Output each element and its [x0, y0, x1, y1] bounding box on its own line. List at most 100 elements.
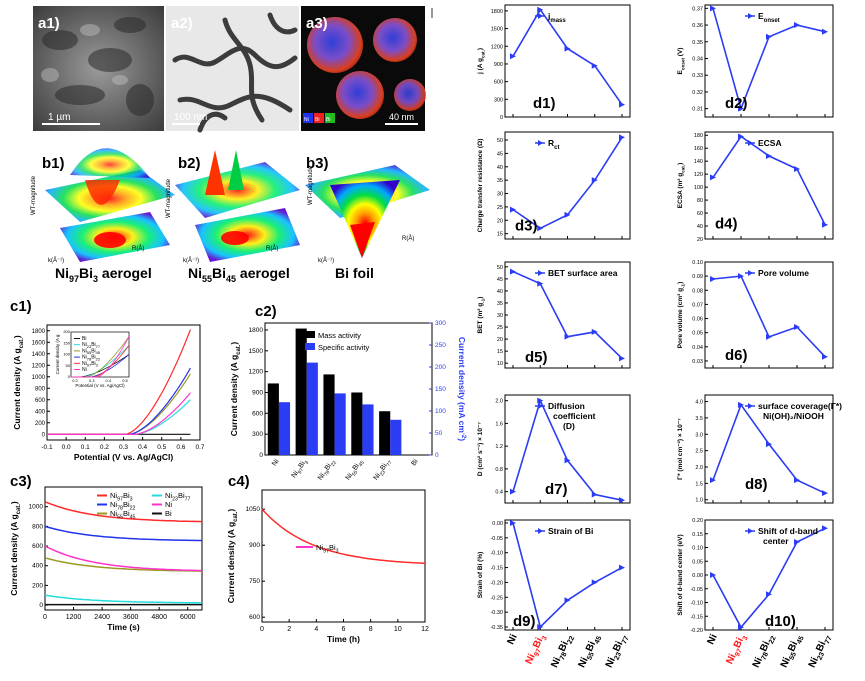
y-tick-label: 1800	[491, 9, 503, 15]
y-tick-label: -0.35	[490, 625, 503, 631]
caption-b1: Ni97Bi3 aerogel	[55, 265, 152, 284]
caption-b3: Bi foil	[335, 265, 374, 281]
bar-specific-activity	[278, 402, 291, 455]
y-axis-label: D (cm² s⁻¹) × 10⁻⁷	[477, 422, 484, 476]
legend-marker	[748, 270, 753, 276]
panel-label: d9)	[513, 613, 536, 630]
legend-label: Ni97Bi3	[316, 543, 339, 554]
inset-x-tick-label: 0.2	[72, 378, 78, 383]
x-tick-label: 8	[369, 626, 373, 633]
x-tick-label: 0	[43, 614, 47, 621]
chart-c4: c4) 0 2 4 6 8 10 12 600 750 900 1050 Time (h) Current…	[226, 473, 429, 644]
y-tick-label: -0.15	[690, 614, 703, 620]
inset-y-tick-label: 0	[68, 374, 71, 379]
data-point	[510, 488, 516, 495]
series-line	[44, 594, 202, 604]
data-point	[822, 28, 828, 35]
y-tick-label: -0.05	[690, 587, 703, 593]
data-point	[564, 597, 571, 604]
panel-label-c4: c4)	[228, 473, 250, 490]
legend-marker	[538, 13, 543, 19]
data-point	[537, 280, 544, 287]
category-label: Ni78Bi22	[751, 633, 778, 671]
inset-y-axis-label: Current density (A g	[55, 334, 60, 374]
series-line	[44, 525, 202, 542]
data-point	[619, 134, 625, 141]
legend-label: BET surface area	[548, 268, 618, 278]
data-point	[591, 579, 598, 586]
x-tick-label: 0.4	[138, 444, 147, 451]
panel-d1: 0 300 600 900 1200 1500 1800 j (A gcat.) jmass d1…	[477, 4, 631, 121]
x-axis-label: R(Å)	[266, 245, 278, 252]
plot-frame	[44, 486, 203, 611]
bar-specific-activity	[306, 362, 318, 455]
y-axis-label: Γ* (mol cm⁻²) × 10⁻⁷	[677, 418, 684, 480]
category-label: Ni	[271, 458, 281, 468]
category-label: Ni55Bi45	[779, 633, 806, 671]
legend-swatch	[314, 113, 324, 123]
y-axis-label: Charge transfer resistance (Ω)	[477, 139, 484, 233]
panel-label-b1: b1)	[42, 155, 65, 172]
panel-d8: 1.0 1.5 2.0 2.5 3.0 3.5 4.0 Γ* (mol cm⁻²) × 10⁻…	[677, 394, 842, 504]
x-tick-label: 10	[394, 626, 402, 633]
data-point	[564, 211, 571, 218]
y-tick-label: 1000	[32, 375, 46, 381]
y2-tick-label: 300	[435, 320, 446, 327]
x-axis-label: Time (s)	[107, 622, 140, 632]
y-tick-label: 40	[497, 165, 503, 171]
inset-legend-label: Ni55Bi45	[82, 348, 101, 355]
y-tick-label: -0.05	[490, 536, 503, 542]
data-point	[591, 177, 598, 184]
y-tick-label: 0.00	[692, 573, 703, 579]
data-point	[591, 62, 598, 69]
y-tick-label: 1200	[491, 44, 503, 50]
y-tick-label: 1.5	[695, 481, 703, 487]
y-axis-label: Pore volume (cm³ g-1)	[677, 282, 685, 349]
y-tick-label: 0.15	[692, 532, 703, 538]
data-point	[564, 333, 571, 340]
y-tick-label: 60	[697, 211, 703, 217]
y-tick-label: 160	[694, 146, 703, 152]
bar-mass-activity	[267, 383, 279, 455]
legend-marker	[538, 270, 543, 276]
legend-label: Pore volume	[758, 268, 809, 278]
y-tick-label: 1200	[32, 363, 46, 369]
data-point	[710, 5, 716, 12]
y-tick-label: 15	[497, 349, 503, 355]
legend-label: Mass activity	[318, 331, 361, 340]
y-tick-label: 20	[697, 237, 703, 243]
data-point	[591, 491, 598, 498]
micrograph-a3: a3) Ni Bi Bi 40 nm	[301, 6, 426, 131]
panel-label: d2)	[725, 95, 748, 112]
y-tick-label: 35	[497, 301, 503, 307]
legend-label: Rct	[548, 138, 559, 151]
y-tick-label: 600	[35, 398, 46, 404]
x-tick-label: 2400	[94, 614, 110, 621]
bar-mass-activity	[379, 411, 391, 455]
legend-label: Diffusion	[548, 401, 585, 411]
data-point	[822, 221, 828, 228]
panel-d10: -0.20 -0.15 -0.10 -0.05 0.00 0.05 0.10 0.15 0.20…	[677, 518, 834, 634]
panel-label: d1)	[533, 95, 556, 112]
y-tick-label: 0.00	[492, 521, 503, 527]
y-tick-label: -0.25	[490, 595, 503, 601]
caption-b2: Ni55Bi45 aerogel	[188, 265, 290, 284]
y-tick-label: 25	[497, 325, 503, 331]
legend-label: Ni97Bi3	[110, 491, 133, 502]
category-label: Ni55Bi45	[345, 458, 366, 483]
panel-label-c1: c1)	[10, 298, 32, 315]
y-tick-label: 300	[494, 97, 503, 103]
data-point	[766, 441, 772, 448]
y-tick-label: 0.06	[692, 317, 703, 323]
y-axis-label: Strain of Bi (%)	[477, 552, 484, 599]
y-axis-label: ECSA (m² gcat.)	[677, 163, 685, 209]
x-tick-label: 0.6	[176, 444, 185, 451]
legend-label: Ni(OH)₂/NiOOH	[763, 411, 824, 421]
legend-marker	[538, 528, 543, 534]
scale-text-a1: 1 µm	[48, 112, 70, 123]
data-point	[794, 22, 800, 29]
y-tick-label: 0.4	[495, 490, 503, 496]
y-axis-label: k(Å⁻¹)	[318, 257, 334, 264]
series-line	[44, 501, 203, 523]
y-axis-label: Current density (A gcat.)	[12, 335, 25, 430]
